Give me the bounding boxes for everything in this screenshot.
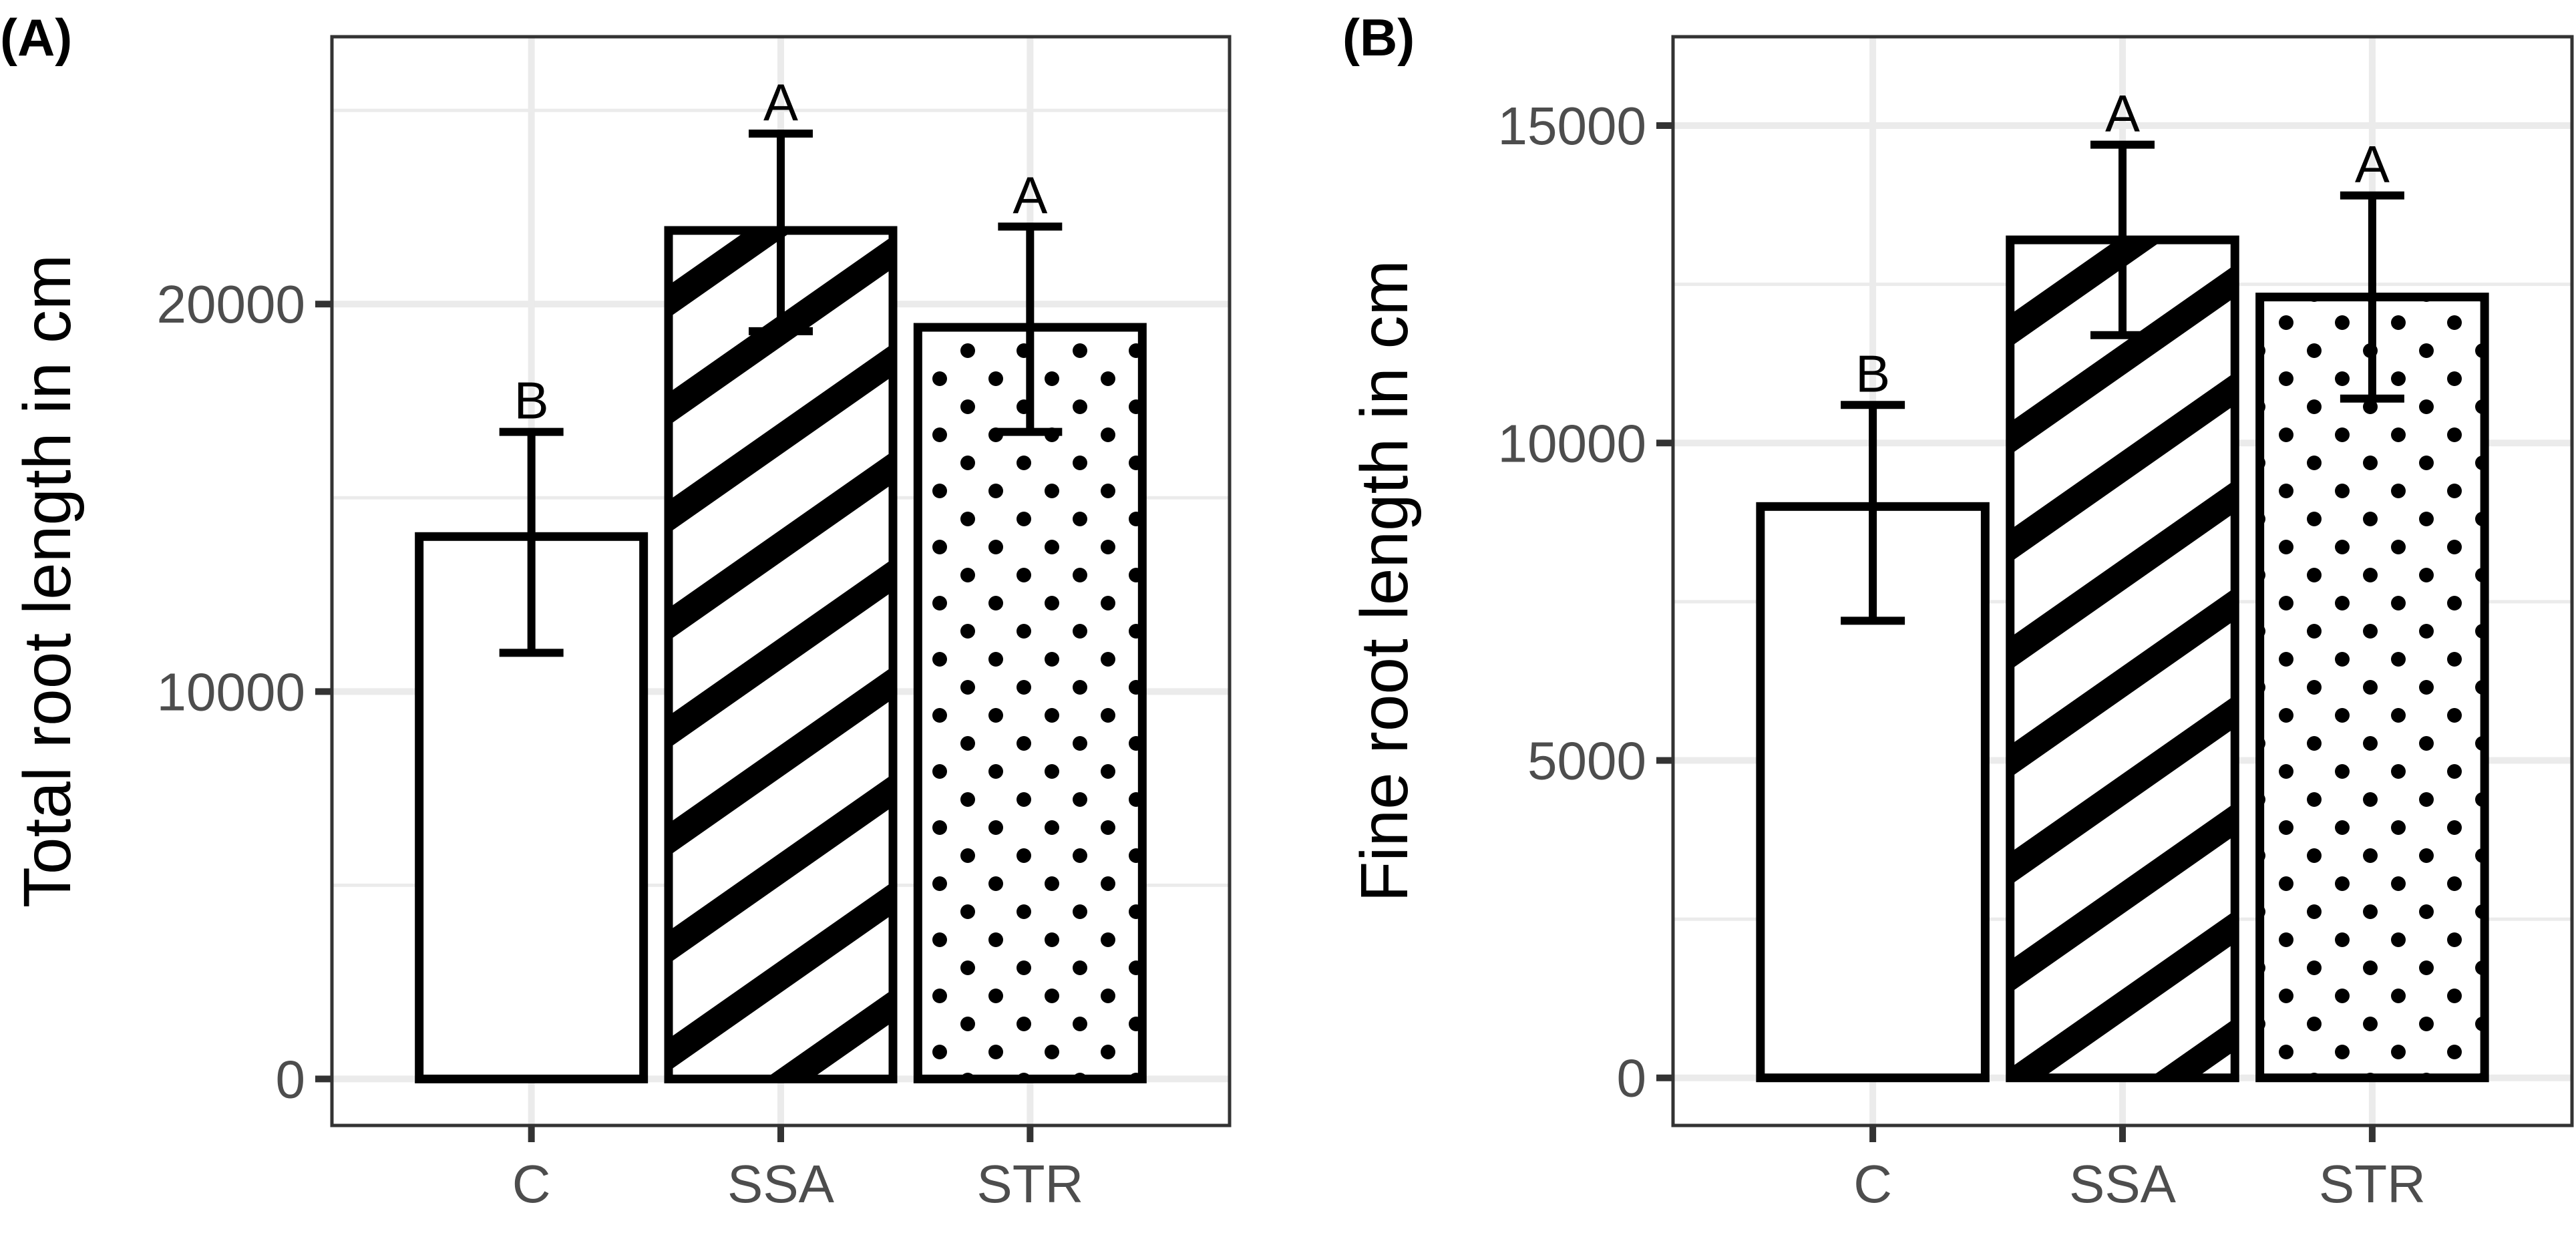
x-tick-label-str: STR [2319,1154,2426,1214]
panel-label: (A) [0,8,72,67]
y-axis-title: Fine root length in cm [1347,260,1422,902]
bar-str [2255,293,2489,1083]
bar-str [913,323,1147,1083]
significance-letter: B [514,371,549,430]
significance-letter: A [763,73,798,132]
y-axis-title: Total root length in cm [10,254,85,908]
error-bar-ssa [2090,140,2155,339]
chart-total-root-length: B A A 0 10000 20000 C SSA STR Total root length i… [0,8,1232,1214]
y-tick-label: 10000 [1498,413,1646,473]
significance-letter: B [1855,344,1890,403]
x-tick-label-str: STR [976,1154,1083,1214]
significance-letter: A [1013,166,1047,224]
significance-letter: A [2105,84,2140,143]
x-tick-label-c: C [512,1154,551,1214]
significance-letter: A [2355,135,2390,194]
x-tick-label-ssa: SSA [727,1154,835,1214]
y-tick-label: 15000 [1498,96,1646,156]
bar-ssa [2006,235,2239,1083]
error-bar-str [998,222,1063,436]
y-tick-label: 20000 [157,275,305,334]
error-bar-str [2340,191,2404,403]
bar-ssa [664,226,898,1083]
x-tick-label-ssa: SSA [2069,1154,2177,1214]
y-tick-label: 5000 [1527,731,1646,790]
y-tick-label: 0 [1617,1049,1647,1108]
panel-label: (B) [1342,8,1415,67]
x-tick-label-c: C [1853,1154,1892,1214]
chart-fine-root-length: B A A 0 5000 10000 15000 C SSA STR Fine root lengt… [1342,8,2574,1214]
error-bar-c [499,427,564,657]
y-tick-label: 0 [276,1049,306,1109]
y-tick-label: 10000 [157,662,305,721]
error-bar-ssa [749,130,813,335]
error-bar-c [1841,401,1905,625]
